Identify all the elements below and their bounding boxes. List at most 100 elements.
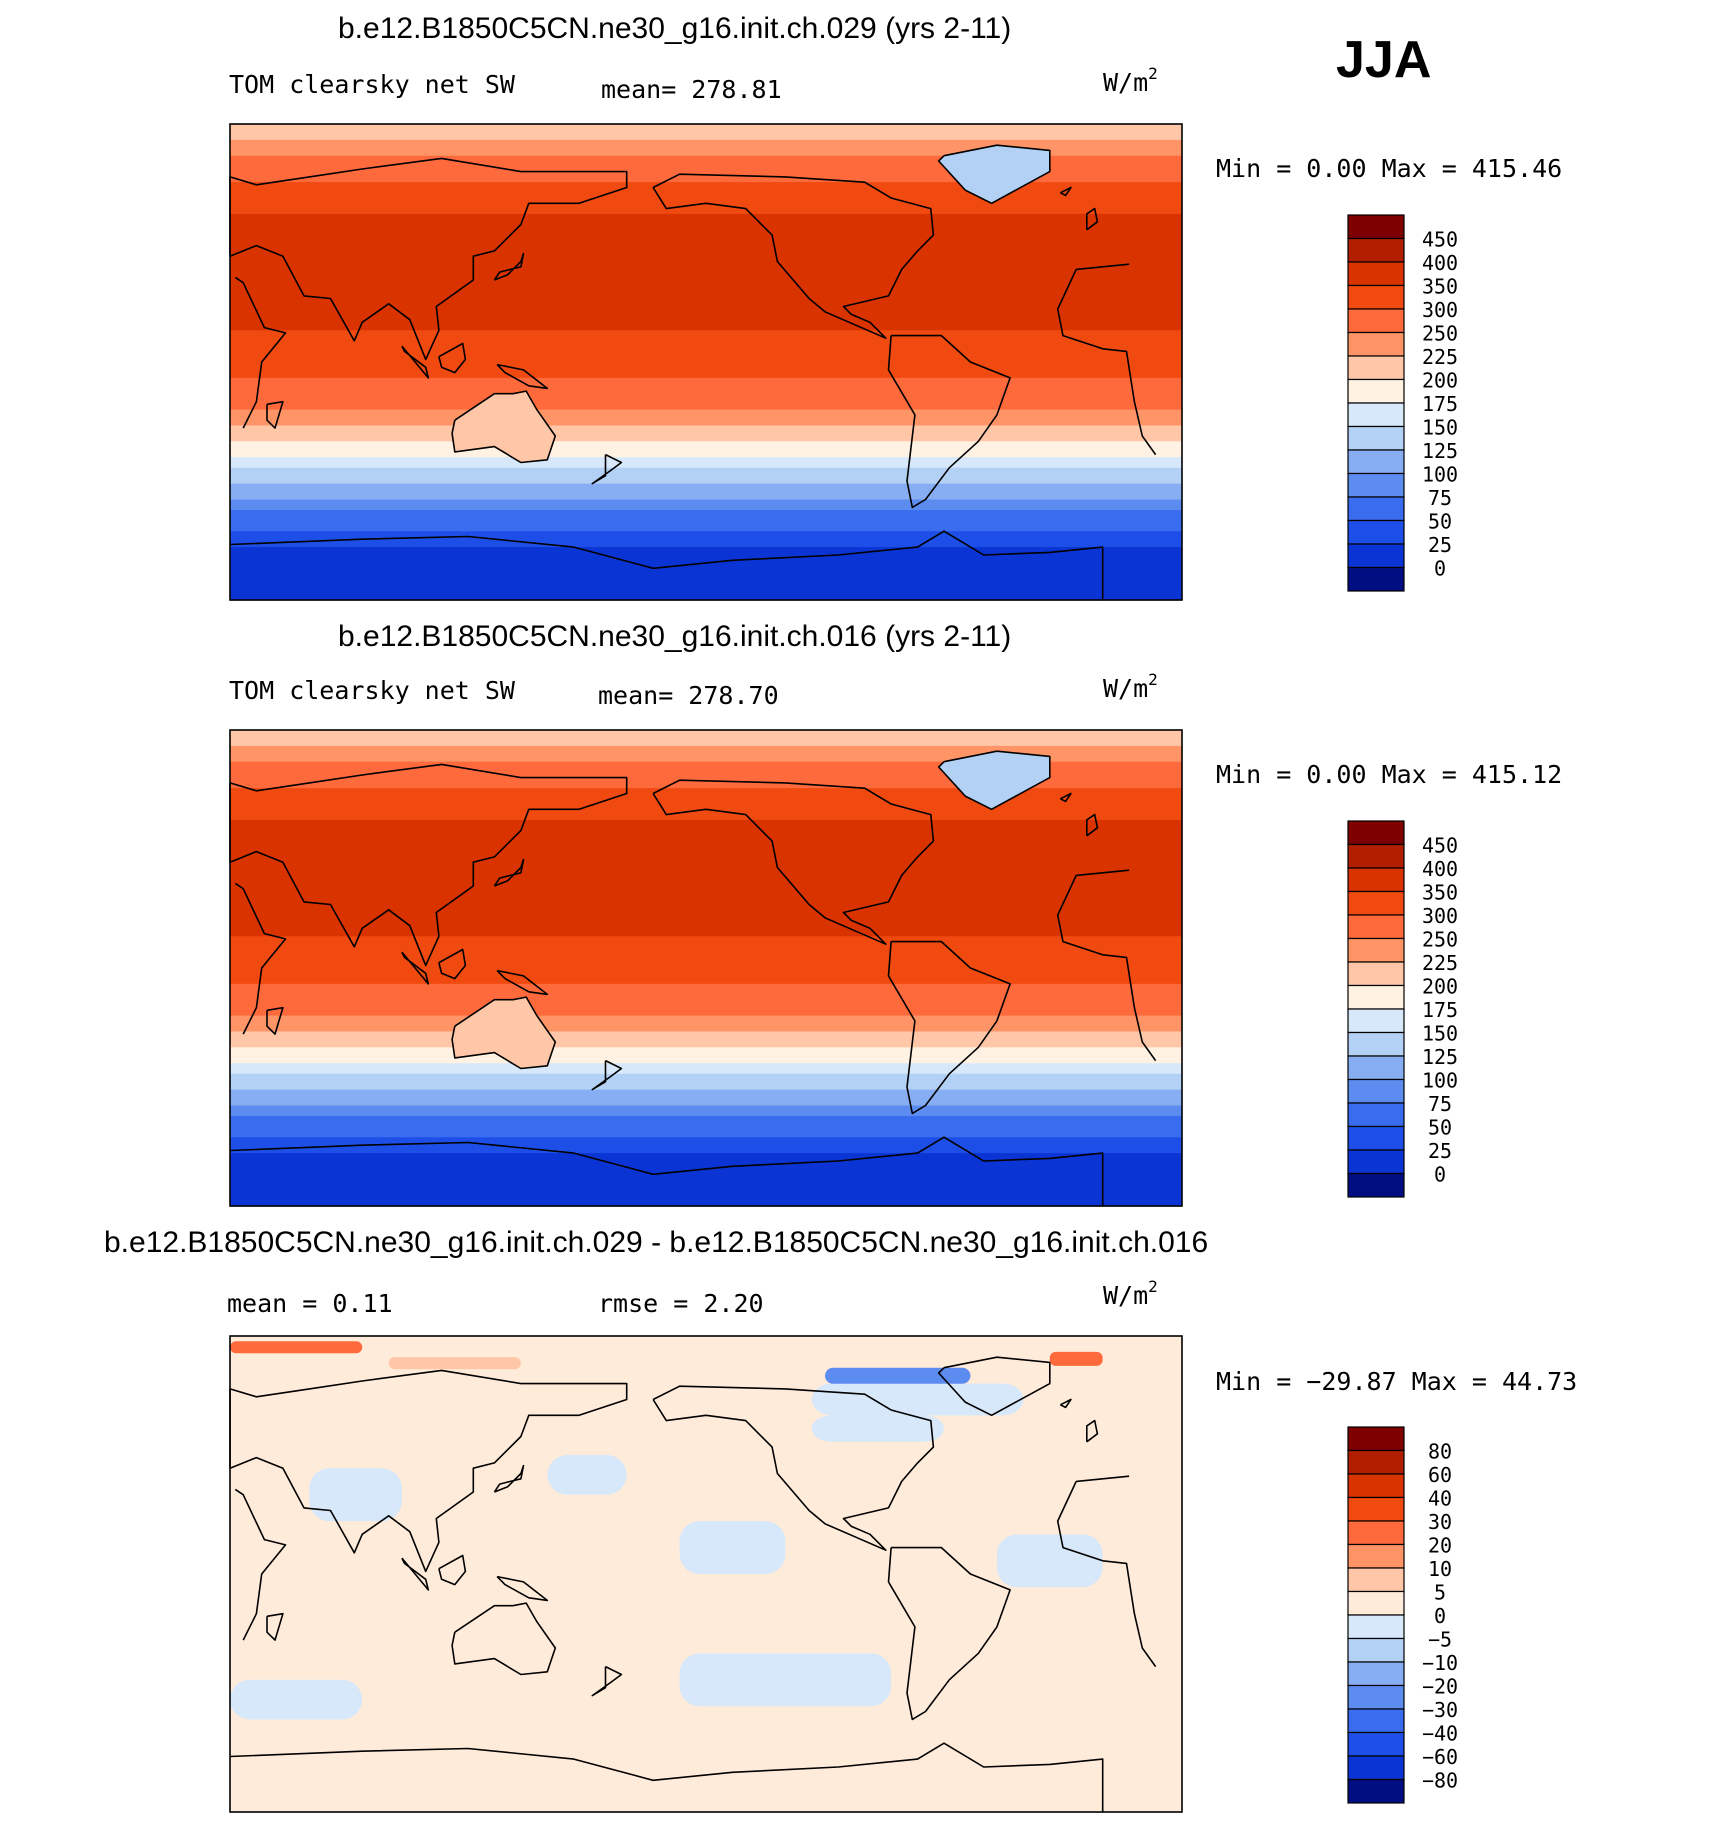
map-plot [229, 1335, 1183, 1813]
coastline [438, 1554, 467, 1586]
zonal-band [230, 888, 1182, 895]
zonal-band [230, 1079, 1182, 1085]
colorbar-swatch [1347, 543, 1405, 569]
colorbar-swatch [1347, 1149, 1405, 1175]
colorbar-tick-label: 10 [1428, 1557, 1452, 1581]
colorbar-swatch [1347, 449, 1405, 475]
zonal-band [230, 909, 1182, 916]
colorbar-tick-label: 225 [1422, 345, 1458, 369]
coastline [438, 948, 467, 980]
zonal-band [230, 1005, 1182, 1011]
zonal-band [230, 756, 1182, 763]
colorbar-swatch [1347, 890, 1405, 916]
variable-label: TOM clearsky net SW [229, 70, 515, 99]
zonal-band [230, 1195, 1182, 1202]
colorbar-swatch [1347, 1731, 1405, 1757]
zonal-band [230, 309, 1182, 315]
coastline [266, 400, 284, 429]
zonal-band [230, 187, 1182, 194]
variable-label: TOM clearsky net SW [229, 676, 515, 705]
colorbar-tick-label: −30 [1422, 1698, 1458, 1722]
zonal-band [230, 819, 1182, 826]
zonal-band [230, 1142, 1182, 1149]
greenland-ice-region [938, 145, 1050, 204]
zonal-band [230, 219, 1182, 226]
positive-anomaly-core [1049, 1351, 1103, 1366]
colorbar-tick-label: 250 [1422, 322, 1458, 346]
zonal-band [230, 1121, 1182, 1128]
zonal-band [230, 420, 1182, 427]
panel-title: b.e12.B1850C5CN.ne30_g16.init.ch.029 - b… [104, 1226, 1209, 1259]
zonal-band [230, 520, 1182, 527]
colorbar-tick-label: 125 [1422, 439, 1458, 463]
coastline [496, 363, 549, 390]
coastline [591, 1059, 623, 1091]
colorbar-tick-label: −20 [1422, 1675, 1458, 1699]
colorbar-tick-label: 30 [1428, 1510, 1452, 1534]
coastline [887, 940, 1011, 1115]
zonal-band [230, 462, 1182, 469]
colorbar-swatch [1347, 1614, 1405, 1640]
negative-anomaly-patch [547, 1455, 627, 1495]
zonal-band [230, 362, 1182, 368]
zonal-band [230, 536, 1182, 543]
zonal-band [230, 441, 1182, 448]
negative-anomaly-patch [679, 1653, 892, 1707]
zonal-band [230, 1163, 1182, 1170]
zonal-band [230, 488, 1182, 495]
zonal-band [230, 176, 1182, 183]
zonal-band [230, 745, 1182, 752]
colorbar-swatch [1347, 1078, 1405, 1104]
zonal-band [230, 483, 1182, 490]
coastline [1060, 792, 1072, 803]
zonal-band [230, 767, 1182, 773]
zonal-band [230, 319, 1182, 326]
map-plot [229, 729, 1183, 1207]
colorbar-tick-label: 200 [1422, 975, 1458, 999]
colorbar-swatch [1347, 820, 1405, 846]
coastline [887, 1546, 1011, 1721]
coastline [493, 1464, 525, 1493]
zonal-band [230, 730, 1182, 736]
zonal-band [230, 1057, 1182, 1064]
zonal-band [230, 915, 1182, 921]
zonal-band [230, 1031, 1182, 1038]
colorbar-tick-label: 400 [1422, 857, 1458, 881]
zonal-band [230, 261, 1182, 268]
zonal-band [230, 1100, 1182, 1107]
panel-title: b.e12.B1850C5CN.ne30_g16.init.ch.029 (yr… [338, 12, 1012, 45]
zonal-band [230, 830, 1182, 837]
colorbar-tick-label: 0 [1434, 557, 1446, 581]
colorbar-tick-label: 100 [1422, 1069, 1458, 1093]
zonal-band [230, 134, 1182, 141]
zonal-band [230, 925, 1182, 932]
colorbar-tick-label: 50 [1428, 510, 1452, 534]
coastline [234, 263, 1157, 456]
colorbar-tick-label: 20 [1428, 1534, 1452, 1558]
australia-region [452, 997, 556, 1069]
negative-anomaly-patch [811, 1415, 944, 1442]
zonal-band [230, 367, 1182, 374]
coastline [266, 1006, 284, 1035]
zonal-band [230, 293, 1182, 300]
colorbar-tick-label: 300 [1422, 904, 1458, 928]
coastline [451, 996, 557, 1070]
colorbar-swatch [1347, 867, 1405, 893]
positive-anomaly-patch [388, 1357, 521, 1370]
coastline [229, 763, 628, 967]
zonal-band [230, 594, 1182, 601]
zonal-band [230, 883, 1182, 890]
zonal-band [230, 835, 1182, 842]
colorbar-tick-label: 25 [1428, 533, 1452, 557]
zonal-band [230, 399, 1182, 405]
zonal-band [230, 793, 1182, 800]
colorbar-swatch [1347, 937, 1405, 963]
colorbar-swatch [1347, 496, 1405, 522]
zonal-band [230, 1168, 1182, 1175]
zonal-band [230, 235, 1182, 241]
zonal-band [230, 1052, 1182, 1059]
zonal-band [230, 573, 1182, 580]
negative-anomaly-patch [309, 1468, 402, 1522]
zonal-band [230, 446, 1182, 453]
coastline [451, 1602, 557, 1676]
